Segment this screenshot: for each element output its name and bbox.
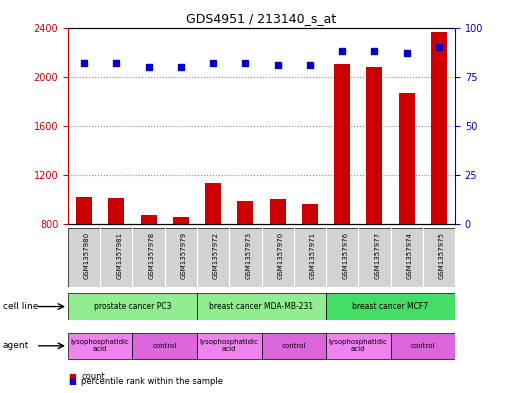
Bar <box>173 217 189 322</box>
Text: GSM1357972: GSM1357972 <box>213 232 219 279</box>
Text: GSM1357976: GSM1357976 <box>342 232 348 279</box>
Text: cell line: cell line <box>3 302 38 311</box>
Text: GSM1357974: GSM1357974 <box>407 232 413 279</box>
Bar <box>334 64 350 322</box>
FancyBboxPatch shape <box>197 293 326 320</box>
Text: agent: agent <box>3 342 29 350</box>
Bar <box>108 198 124 322</box>
Text: GSM1357970: GSM1357970 <box>278 232 283 279</box>
Text: control: control <box>411 343 435 349</box>
Text: GSM1357978: GSM1357978 <box>149 232 155 279</box>
Bar <box>431 33 447 322</box>
Text: lysophosphatidic
acid: lysophosphatidic acid <box>200 339 259 353</box>
FancyBboxPatch shape <box>262 332 326 359</box>
FancyBboxPatch shape <box>326 293 455 320</box>
Text: GSM1357977: GSM1357977 <box>374 232 380 279</box>
Title: GDS4951 / 213140_s_at: GDS4951 / 213140_s_at <box>186 12 337 25</box>
Text: lysophosphatidic
acid: lysophosphatidic acid <box>329 339 388 353</box>
FancyBboxPatch shape <box>391 332 455 359</box>
FancyBboxPatch shape <box>197 332 262 359</box>
FancyBboxPatch shape <box>68 293 197 320</box>
FancyBboxPatch shape <box>132 332 197 359</box>
Bar <box>269 199 286 322</box>
Text: ■: ■ <box>68 372 76 380</box>
Text: GSM1357973: GSM1357973 <box>245 232 252 279</box>
Text: GSM1357971: GSM1357971 <box>310 232 316 279</box>
Bar <box>366 67 382 322</box>
Text: GSM1357980: GSM1357980 <box>84 232 90 279</box>
FancyBboxPatch shape <box>68 228 455 287</box>
FancyBboxPatch shape <box>326 332 391 359</box>
Text: count: count <box>81 372 105 380</box>
Text: GSM1357979: GSM1357979 <box>181 232 187 279</box>
Text: control: control <box>281 343 306 349</box>
Text: lysophosphatidic
acid: lysophosphatidic acid <box>71 339 130 353</box>
Bar <box>76 197 92 322</box>
Text: ■: ■ <box>68 378 76 386</box>
Bar <box>399 93 415 322</box>
Bar <box>237 201 254 322</box>
FancyBboxPatch shape <box>68 332 132 359</box>
Bar <box>205 184 221 322</box>
Text: breast cancer MDA-MB-231: breast cancer MDA-MB-231 <box>209 302 314 311</box>
Text: control: control <box>153 343 177 349</box>
Text: GSM1357975: GSM1357975 <box>439 232 445 279</box>
Bar <box>302 204 318 322</box>
Text: breast cancer MCF7: breast cancer MCF7 <box>353 302 428 311</box>
Text: percentile rank within the sample: percentile rank within the sample <box>81 378 223 386</box>
Text: prostate cancer PC3: prostate cancer PC3 <box>94 302 171 311</box>
Text: GSM1357981: GSM1357981 <box>116 232 122 279</box>
Bar <box>141 215 157 322</box>
